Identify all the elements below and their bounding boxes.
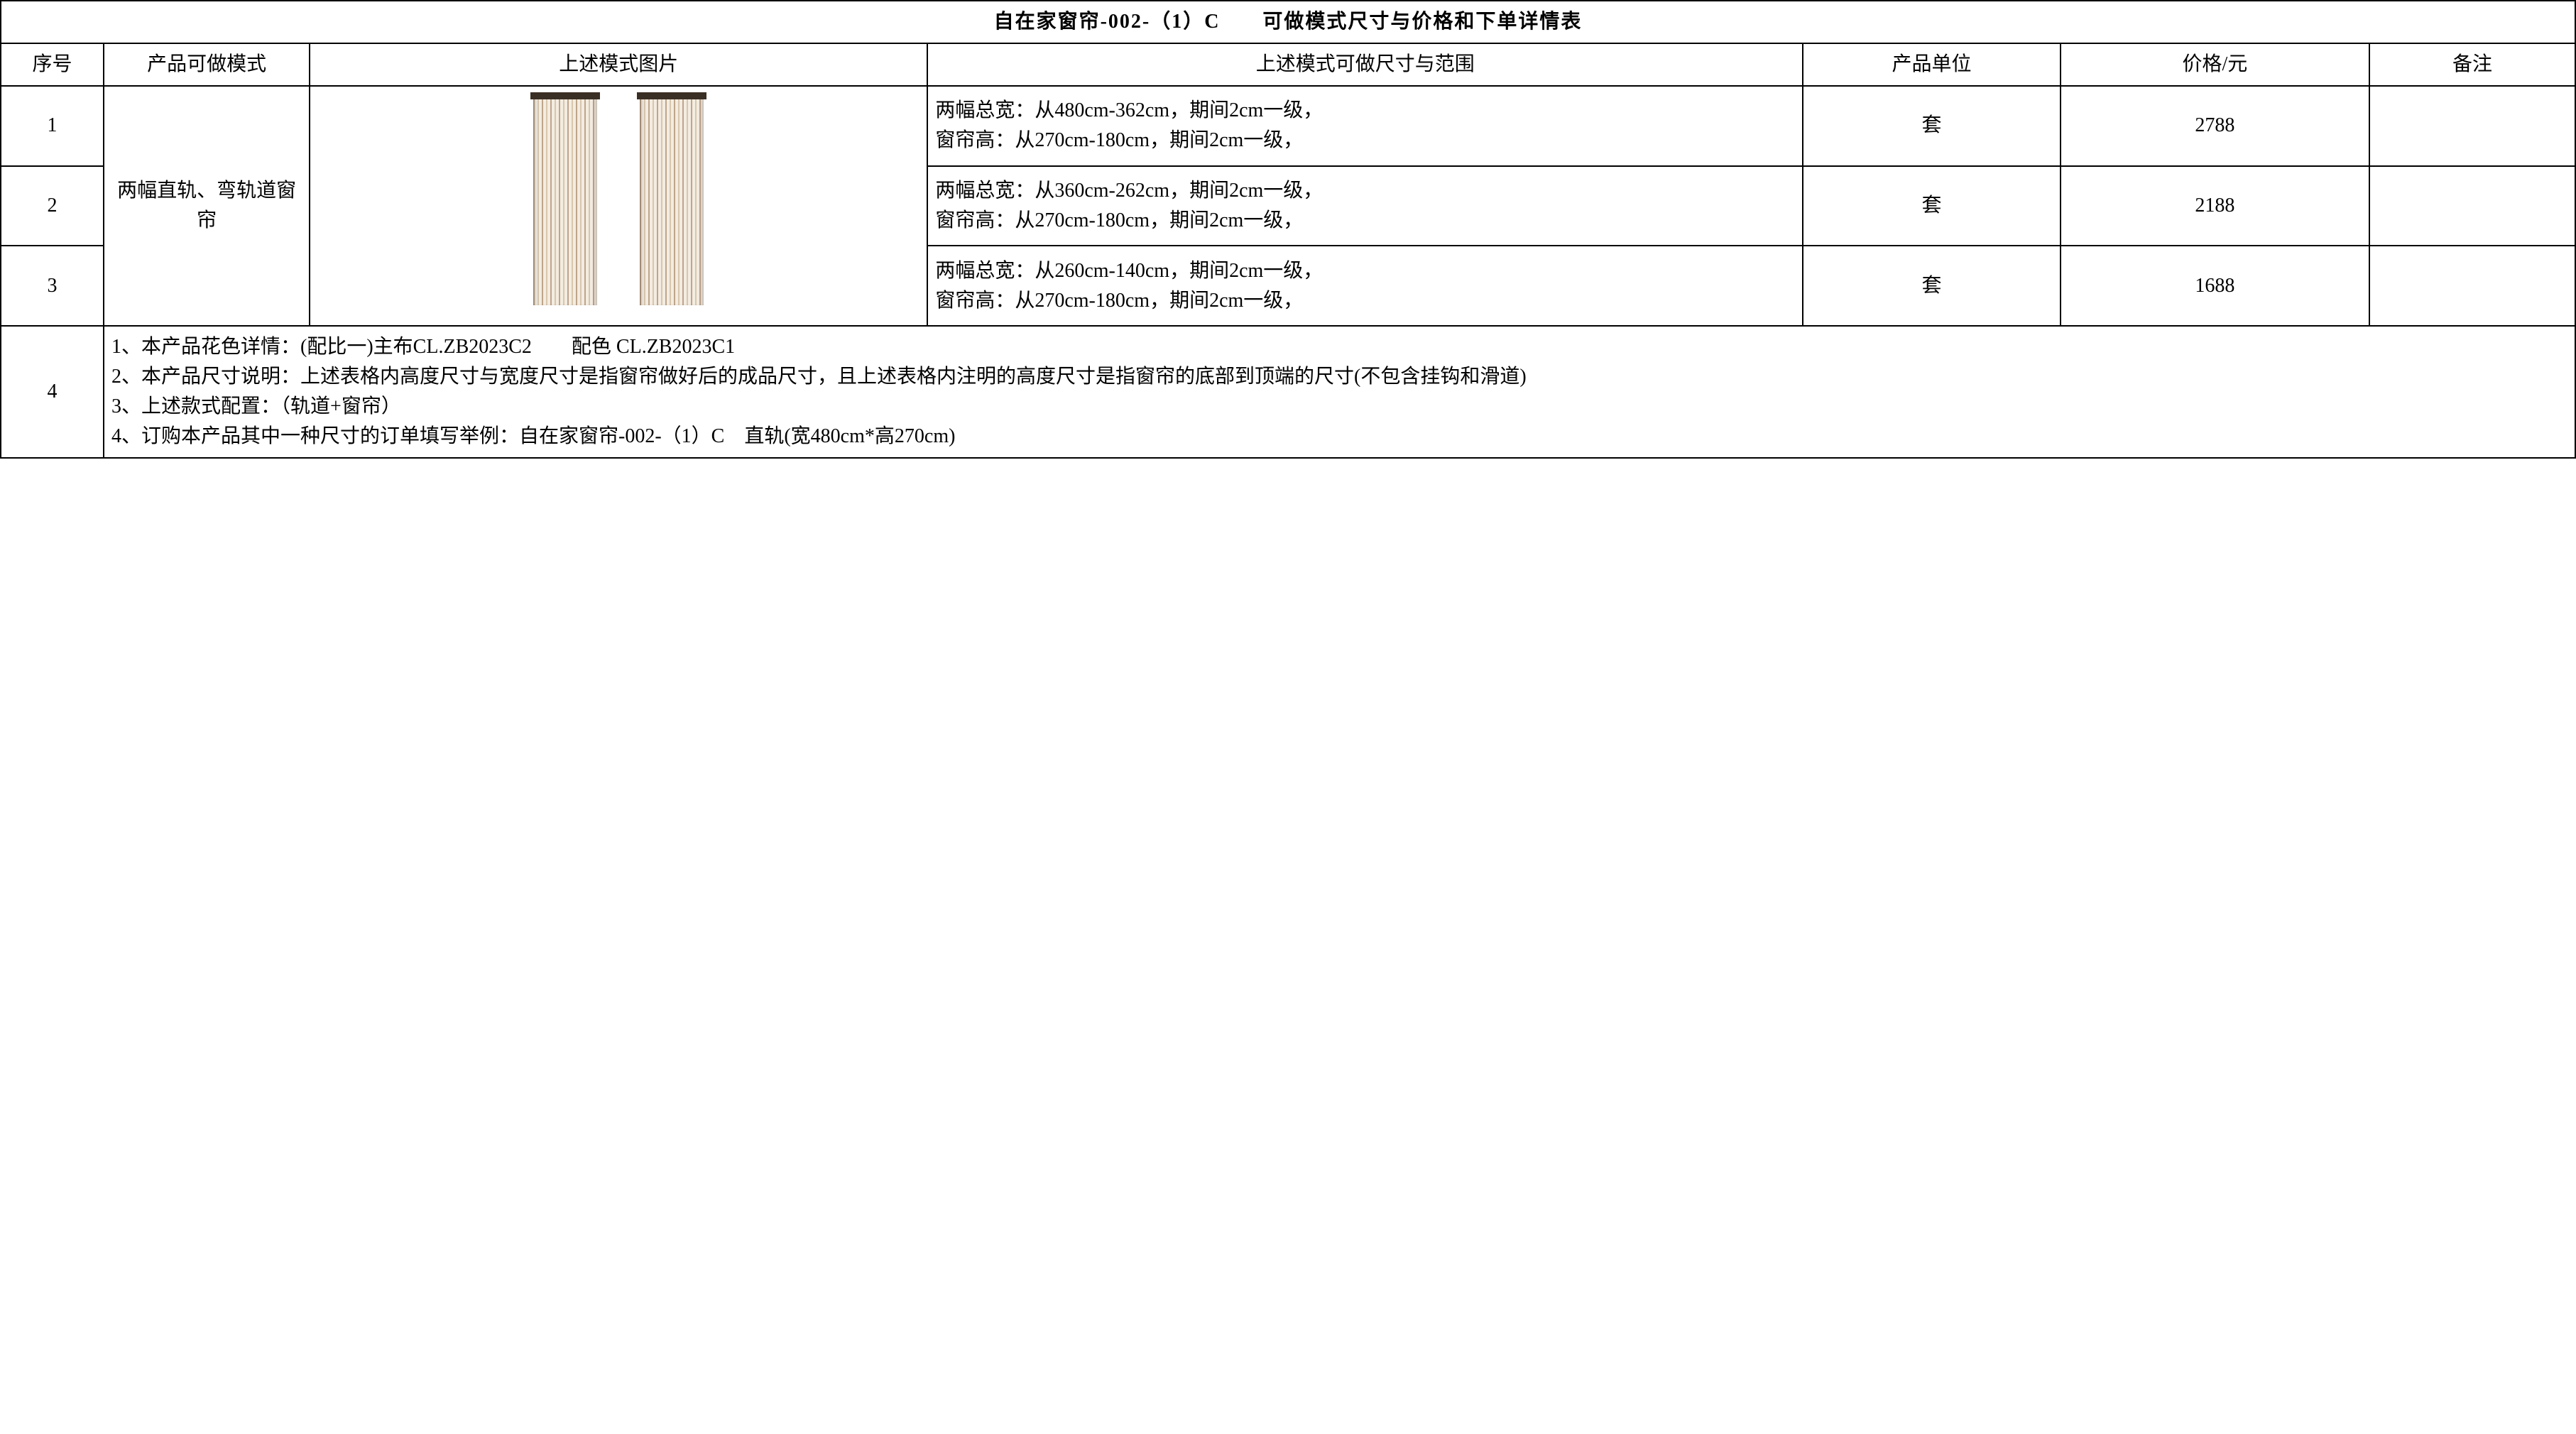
header-price: 价格/元	[2061, 43, 2369, 86]
curtain-pair-icon	[317, 92, 919, 319]
title-row: 自在家窗帘-002-（1）C 可做模式尺寸与价格和下单详情表	[1, 1, 2575, 43]
price-cell: 2788	[2061, 86, 2369, 166]
table-title: 自在家窗帘-002-（1）C 可做模式尺寸与价格和下单详情表	[1, 1, 2575, 43]
note-line-1: 1、本产品花色详情：(配比一)主布CL.ZB2023C2 配色 CL.ZB202…	[111, 332, 2567, 362]
price-cell: 2188	[2061, 166, 2369, 246]
notes-seq: 4	[1, 326, 104, 458]
unit-cell: 套	[1803, 246, 2061, 326]
header-unit: 产品单位	[1803, 43, 2061, 86]
size-line1: 两幅总宽：从260cm-140cm，期间2cm一级，	[935, 260, 1323, 282]
price-cell: 1688	[2061, 246, 2369, 326]
header-note: 备注	[2369, 43, 2575, 86]
header-seq: 序号	[1, 43, 104, 86]
size-line2: 窗帘高：从270cm-180cm，期间2cm一级，	[935, 290, 1303, 312]
header-row: 序号 产品可做模式 上述模式图片 上述模式可做尺寸与范围 产品单位 价格/元 备…	[1, 43, 2575, 86]
notes-row: 4 1、本产品花色详情：(配比一)主布CL.ZB2023C2 配色 CL.ZB2…	[1, 326, 2575, 458]
header-image: 上述模式图片	[310, 43, 927, 86]
curtain-left-icon	[533, 92, 597, 305]
size-line1: 两幅总宽：从360cm-262cm，期间2cm一级，	[935, 180, 1323, 202]
notes-cell: 1、本产品花色详情：(配比一)主布CL.ZB2023C2 配色 CL.ZB202…	[104, 326, 2575, 458]
curtain-right-icon	[640, 92, 704, 305]
size-cell: 两幅总宽：从360cm-262cm，期间2cm一级， 窗帘高：从270cm-18…	[927, 166, 1803, 246]
note-line-2: 2、本产品尺寸说明：上述表格内高度尺寸与宽度尺寸是指窗帘做好后的成品尺寸，且上述…	[111, 362, 2567, 392]
seq-cell: 1	[1, 86, 104, 166]
note-cell	[2369, 86, 2575, 166]
size-line2: 窗帘高：从270cm-180cm，期间2cm一级，	[935, 129, 1303, 151]
header-size: 上述模式可做尺寸与范围	[927, 43, 1803, 86]
unit-cell: 套	[1803, 86, 2061, 166]
mode-image-cell	[310, 86, 927, 326]
size-cell: 两幅总宽：从260cm-140cm，期间2cm一级， 窗帘高：从270cm-18…	[927, 246, 1803, 326]
unit-cell: 套	[1803, 166, 2061, 246]
size-line1: 两幅总宽：从480cm-362cm，期间2cm一级，	[935, 99, 1323, 121]
header-mode: 产品可做模式	[104, 43, 310, 86]
note-line-4: 4、订购本产品其中一种尺寸的订单填写举例：自在家窗帘-002-（1）C 直轨(宽…	[111, 422, 2567, 451]
note-cell	[2369, 166, 2575, 246]
spec-table: 自在家窗帘-002-（1）C 可做模式尺寸与价格和下单详情表 序号 产品可做模式…	[0, 0, 2576, 459]
mode-cell: 两幅直轨、弯轨道窗帘	[104, 86, 310, 326]
note-line-3: 3、上述款式配置：（轨道+窗帘）	[111, 392, 2567, 422]
seq-cell: 3	[1, 246, 104, 326]
size-line2: 窗帘高：从270cm-180cm，期间2cm一级，	[935, 209, 1303, 231]
note-cell	[2369, 246, 2575, 326]
seq-cell: 2	[1, 166, 104, 246]
table-row: 1 两幅直轨、弯轨道窗帘 两幅总宽：从480cm-362cm，期间2cm一级， …	[1, 86, 2575, 166]
size-cell: 两幅总宽：从480cm-362cm，期间2cm一级， 窗帘高：从270cm-18…	[927, 86, 1803, 166]
